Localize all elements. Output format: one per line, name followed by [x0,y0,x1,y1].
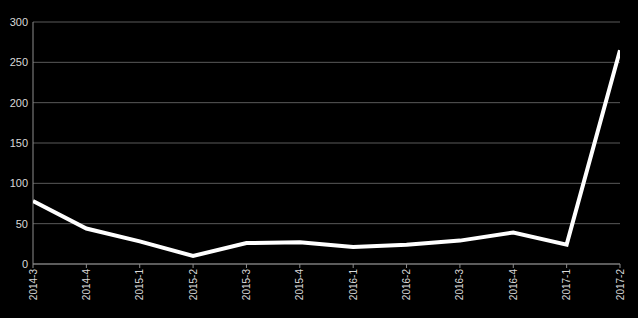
x-tick-label: 2015-1 [134,269,145,301]
x-tick [406,264,407,268]
x-tick [139,264,140,268]
x-tick [353,264,354,268]
x-tick [299,264,300,268]
x-tick [620,264,621,268]
x-tick-label: 2014-4 [81,269,92,301]
chart-svg: 0 50 100 150 200 250 300 2014-3 2014-4 2015-1 2015… [0,0,638,318]
x-tick [246,264,247,268]
x-tick-label: 2016-2 [401,269,412,301]
y-tick-label: 100 [10,177,28,189]
x-tick-label: 2016-3 [454,269,465,301]
x-tick-label: 2017-2 [615,269,626,301]
y-tick-label: 150 [10,137,28,149]
grid-line [33,143,620,144]
background [0,0,638,318]
x-tick-label: 2015-2 [188,269,199,301]
plot-area [33,50,620,256]
x-tick-label: 2015-4 [294,269,305,301]
x-tick [513,264,514,268]
y-tick-label: 250 [10,56,28,68]
grid-line [33,22,620,23]
x-tick [86,264,87,268]
grid-line [33,62,620,63]
x-tick [566,264,567,268]
data-line [33,50,620,256]
chart-container: 0 50 100 150 200 250 300 2014-3 2014-4 2015-1 2015… [0,0,638,318]
x-tick-label: 2015-3 [241,269,252,301]
grid-line [33,223,620,224]
y-axis [33,22,34,264]
x-tick [193,264,194,268]
x-tick-label: 2016-4 [508,269,519,301]
x-axis [33,264,620,265]
grid-line [33,264,620,265]
y-tick-label: 200 [10,97,28,109]
x-tick-label: 2016-1 [348,269,359,301]
x-tick-label: 2017-1 [561,269,572,301]
x-tick [33,264,34,268]
y-tick-label: 300 [10,16,28,28]
x-tick-label: 2014-3 [28,269,39,301]
grid-line [33,102,620,103]
x-tick [459,264,460,268]
grid-line [33,183,620,184]
y-tick-label: 0 [22,258,28,270]
y-tick-label: 50 [16,218,28,230]
